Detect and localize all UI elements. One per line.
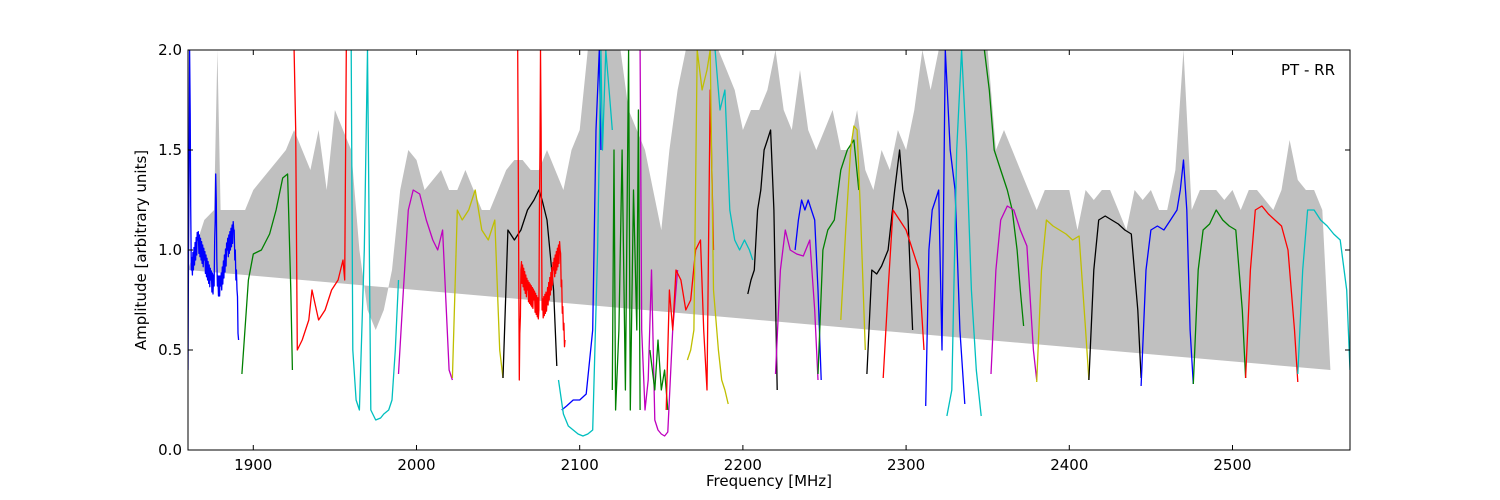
y-tick-label: 1.5 <box>158 141 182 159</box>
series-line-16 <box>714 50 754 261</box>
y-axis-title: Amplitude [arbitrary units] <box>132 150 150 350</box>
x-tick-label: 2300 <box>887 456 925 474</box>
y-tick-label: 1.0 <box>158 241 182 259</box>
series-line-19 <box>794 199 822 381</box>
series-line-9 <box>561 50 602 411</box>
series-line-2 <box>241 173 294 375</box>
series-line-28 <box>1036 219 1090 383</box>
series-line-10 <box>557 50 613 437</box>
x-tick-label: 2400 <box>1050 456 1088 474</box>
series-line-24 <box>925 50 966 407</box>
x-tick-label: 2000 <box>397 456 435 474</box>
x-tick-label: 2100 <box>561 456 599 474</box>
series-line-17 <box>747 129 778 391</box>
y-tick-label: 2.0 <box>158 41 182 59</box>
series-line-5 <box>397 189 454 381</box>
series-line-32 <box>1244 205 1299 383</box>
series-line-3 <box>293 50 347 351</box>
y-tick-label: 0.0 <box>158 441 182 459</box>
series-line-30 <box>1140 159 1194 387</box>
series-line-12 <box>639 50 679 437</box>
series-line-11 <box>611 50 641 411</box>
series-line-21 <box>840 125 866 351</box>
series-line-1 <box>188 50 240 371</box>
series-line-31 <box>1192 209 1247 385</box>
series-line-33 <box>1297 209 1350 375</box>
series-line-25 <box>946 50 982 417</box>
x-tick-label: 1900 <box>234 456 272 474</box>
series-line-20 <box>817 139 860 375</box>
x-tick-label: 2200 <box>724 456 762 474</box>
series-line-4 <box>350 50 400 421</box>
series-line-14 <box>665 89 715 411</box>
series-layer <box>188 50 1350 437</box>
corner-annotation: PT - RR <box>1281 61 1335 79</box>
series-line-29 <box>1088 215 1142 381</box>
series-line-15 <box>686 50 729 405</box>
series-line-6 <box>451 189 504 379</box>
series-line-13 <box>649 339 669 411</box>
series-line-22 <box>866 149 914 375</box>
series-line-7 <box>502 189 558 379</box>
envelope-layer <box>188 50 1331 370</box>
series-line-8 <box>517 50 566 381</box>
x-axis-title: Frequency [MHz] <box>706 472 832 490</box>
series-line-23 <box>882 209 925 379</box>
envelope-band <box>188 50 1331 370</box>
series-line-18 <box>774 229 819 381</box>
series-line-26 <box>983 50 1025 327</box>
y-tick-label: 0.5 <box>158 341 182 359</box>
x-tick-label: 2500 <box>1213 456 1251 474</box>
series-line-27 <box>990 205 1038 381</box>
tick-layer: 1900 2000 2100 2200 2300 2400 2500 0.0 0.5 1.0 1.5… <box>158 41 1350 474</box>
